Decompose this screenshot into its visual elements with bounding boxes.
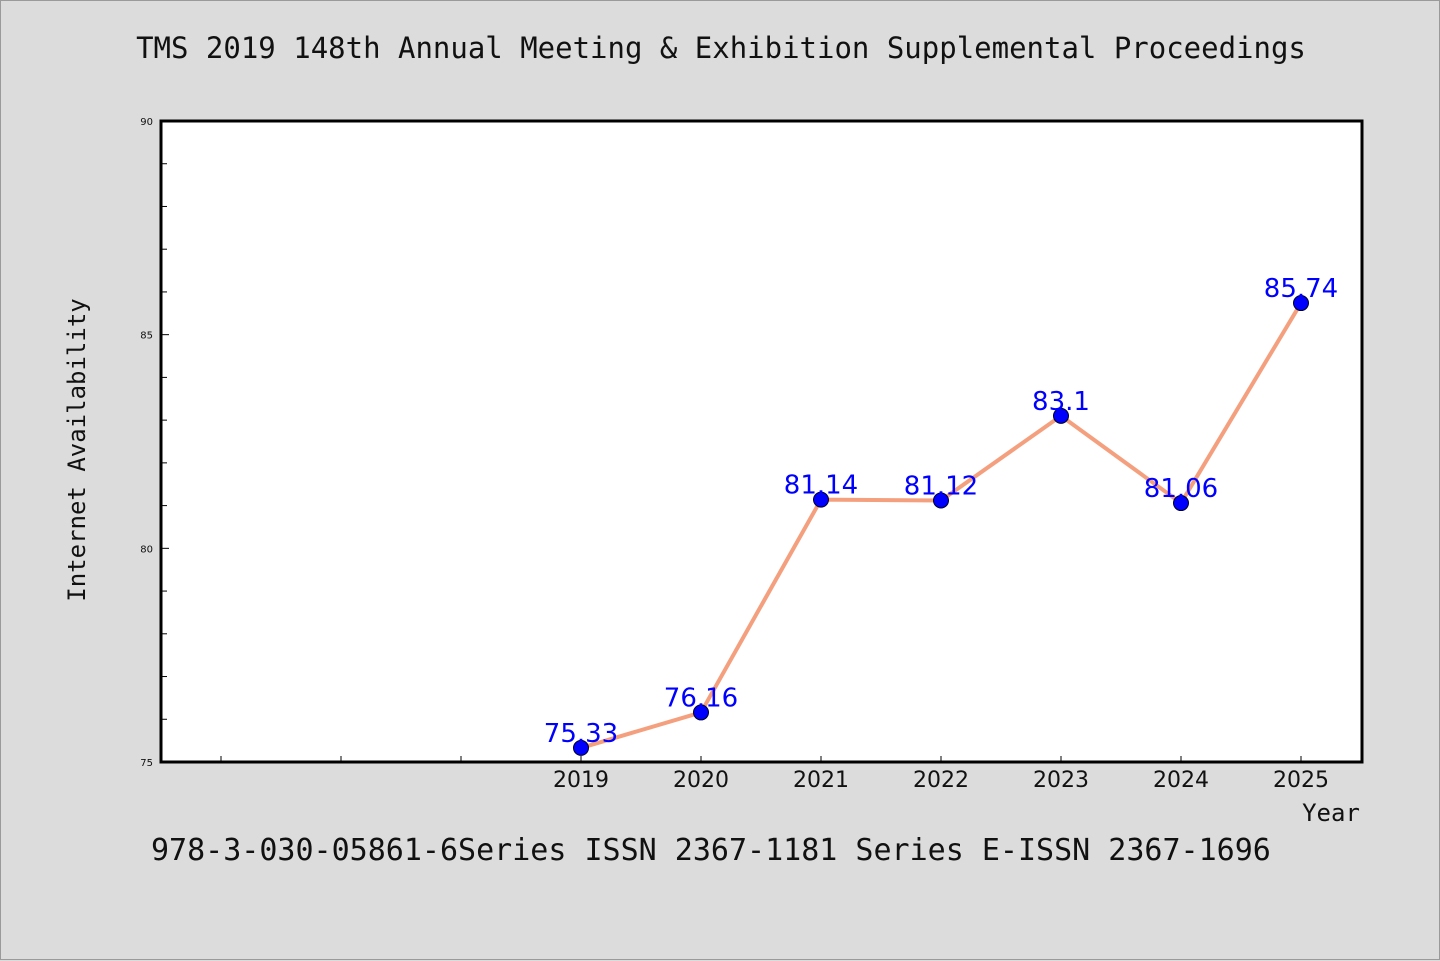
- y-tick-label: 85: [140, 331, 153, 342]
- data-label: 76.16: [664, 683, 738, 713]
- data-label: 81.12: [904, 471, 978, 501]
- data-point: [573, 739, 589, 756]
- data-point: [1053, 407, 1069, 424]
- y-tick-label: 80: [140, 544, 153, 555]
- data-label: 81.14: [784, 471, 858, 501]
- data-label: 81.06: [1144, 474, 1218, 504]
- data-point: [1173, 495, 1189, 512]
- y-tick-label: 75: [140, 758, 153, 769]
- x-axis: 2019 2020 2021 2022 2023 2024 2025: [220, 756, 1329, 793]
- x-tick-label: 2021: [793, 768, 849, 793]
- y-tick-label: 90: [140, 117, 153, 128]
- data-point: [813, 491, 829, 508]
- data-point: [693, 704, 709, 721]
- x-tick-label: 2019: [553, 768, 609, 793]
- plot-area: [159, 119, 1364, 764]
- data-point: [1293, 295, 1309, 312]
- x-tick-label: 2024: [1153, 768, 1209, 793]
- y-axis-title: Internet Availability: [63, 298, 91, 601]
- x-tick-label: 2023: [1033, 768, 1089, 793]
- chart-title: TMS 2019 148th Annual Meeting & Exhibiti…: [136, 31, 1306, 65]
- data-label: 83.1: [1032, 387, 1090, 417]
- x-tick-label: 2020: [673, 768, 729, 793]
- x-tick-label: 2025: [1273, 768, 1329, 793]
- data-label: 85.74: [1264, 274, 1338, 304]
- data-point: [933, 492, 949, 509]
- data-label: 75.33: [544, 719, 618, 749]
- series-layer: 75.33 76.16 81.14 81.12 83.1 81.06 85.74: [544, 274, 1338, 756]
- y-axis: 75 80 85 90: [140, 117, 169, 769]
- x-tick-label: 2022: [913, 768, 969, 793]
- x-axis-title: Year: [1302, 799, 1360, 827]
- footer-note: 978-3-030-05861-6Series ISSN 2367-1181 S…: [151, 833, 1271, 868]
